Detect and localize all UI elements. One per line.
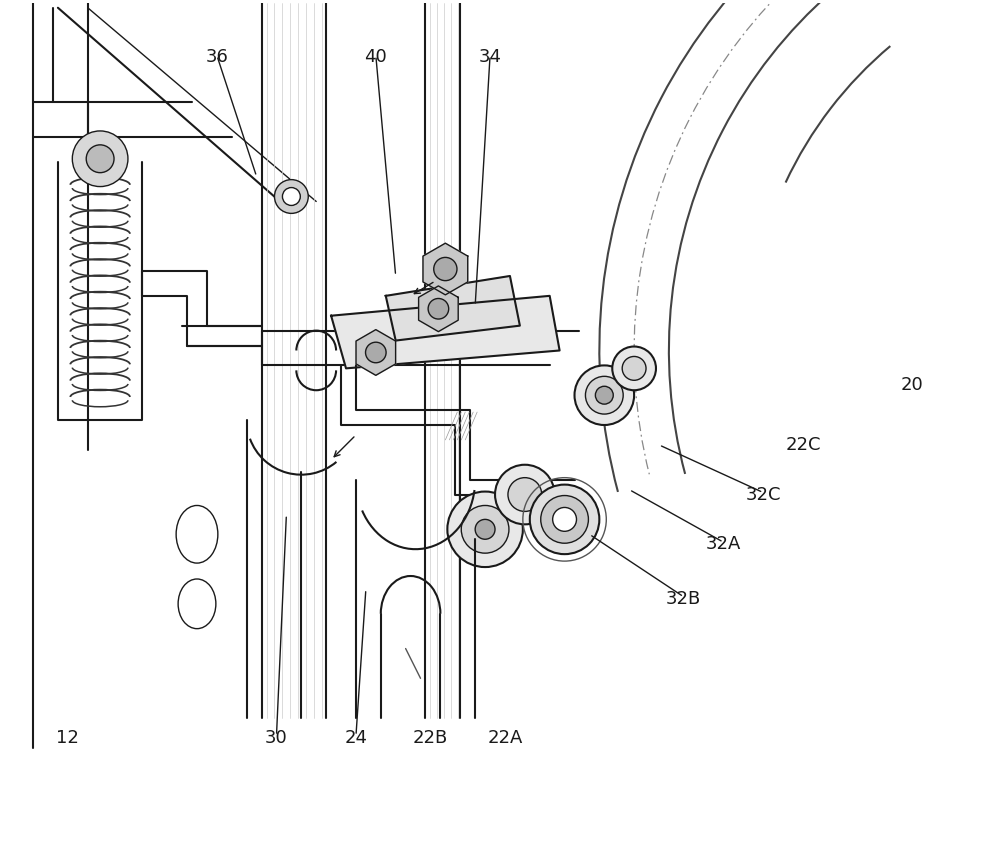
Text: 32A: 32A [706, 536, 741, 553]
Circle shape [428, 298, 449, 319]
Circle shape [622, 356, 646, 380]
Polygon shape [356, 330, 396, 376]
Text: 22C: 22C [785, 436, 821, 454]
Text: 20: 20 [901, 377, 924, 394]
Text: 34: 34 [479, 48, 502, 66]
Circle shape [585, 377, 623, 414]
Circle shape [86, 144, 114, 173]
Circle shape [447, 491, 523, 567]
Polygon shape [423, 243, 468, 295]
Text: 32B: 32B [666, 590, 701, 608]
Polygon shape [386, 276, 520, 341]
Circle shape [595, 386, 613, 404]
Circle shape [274, 179, 308, 213]
Polygon shape [331, 296, 560, 368]
Circle shape [495, 465, 555, 524]
Circle shape [530, 484, 599, 554]
Text: 40: 40 [364, 48, 387, 66]
Text: 22A: 22A [487, 729, 523, 747]
Circle shape [72, 131, 128, 186]
Circle shape [575, 366, 634, 425]
Circle shape [461, 506, 509, 553]
Circle shape [366, 343, 386, 363]
Circle shape [553, 507, 576, 531]
Circle shape [612, 347, 656, 390]
Ellipse shape [178, 579, 216, 629]
Text: 32C: 32C [746, 485, 781, 503]
Polygon shape [419, 286, 458, 332]
Ellipse shape [176, 506, 218, 563]
Text: 36: 36 [205, 48, 228, 66]
Text: 22B: 22B [413, 729, 448, 747]
Circle shape [282, 188, 300, 206]
Circle shape [475, 519, 495, 539]
Text: 24: 24 [344, 729, 367, 747]
Circle shape [541, 496, 588, 543]
Circle shape [434, 258, 457, 281]
Text: 12: 12 [56, 729, 79, 747]
Circle shape [508, 478, 542, 512]
Text: 30: 30 [265, 729, 288, 747]
